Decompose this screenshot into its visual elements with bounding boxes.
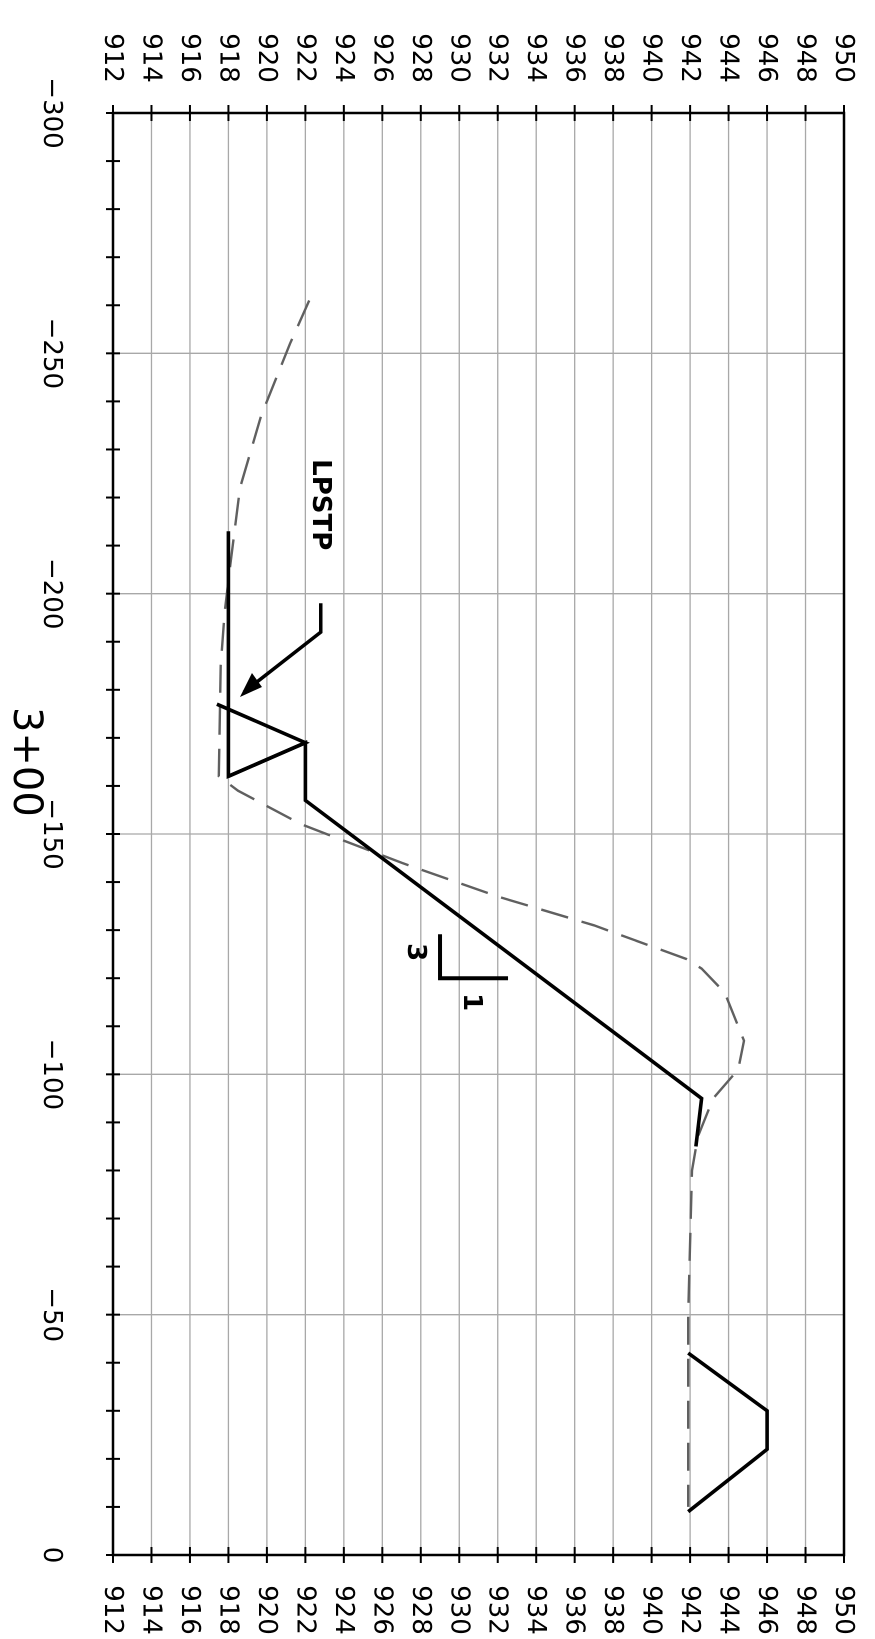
elevation-tick-label-top: 946 bbox=[752, 33, 782, 83]
elevation-tick-label-top: 942 bbox=[675, 33, 705, 83]
elevation-tick-label-top: 920 bbox=[252, 33, 282, 83]
station-label: 3+00 bbox=[4, 707, 50, 817]
proposed-section-line bbox=[216, 702, 310, 778]
axis-labels: 912 912 914 914 916 916 918 918 920 920 922 922 924 9… bbox=[37, 33, 859, 1635]
grid-lines bbox=[113, 113, 844, 1555]
elevation-tick-label-top: 916 bbox=[175, 33, 205, 83]
lpstp-annotation: LPSTP bbox=[239, 459, 336, 698]
existing-ground-line bbox=[217, 300, 746, 1507]
elevation-tick-label-bottom: 938 bbox=[598, 1585, 628, 1635]
lpstp-label: LPSTP bbox=[306, 459, 336, 550]
lpstp-arrow-head bbox=[239, 673, 262, 698]
elevation-tick-label-bottom: 916 bbox=[175, 1585, 205, 1635]
elevation-tick-label-bottom: 932 bbox=[483, 1585, 513, 1635]
elevation-tick-label-top: 928 bbox=[406, 33, 436, 83]
lpstp-leader-line bbox=[242, 603, 323, 694]
elevation-tick-label-bottom: 922 bbox=[290, 1585, 320, 1635]
elevation-tick-label-top: 934 bbox=[521, 33, 551, 83]
slope-rise-label: 1 bbox=[457, 993, 487, 1011]
elevation-tick-label-bottom: 926 bbox=[367, 1585, 397, 1635]
offset-tick-label: −250 bbox=[37, 318, 67, 389]
elevation-tick-label-bottom: 948 bbox=[791, 1585, 821, 1635]
elevation-tick-label-top: 922 bbox=[290, 33, 320, 83]
elevation-tick-label-bottom: 934 bbox=[521, 1585, 551, 1635]
elevation-tick-label-top: 948 bbox=[791, 33, 821, 83]
elevation-tick-label-bottom: 942 bbox=[675, 1585, 705, 1635]
elevation-tick-label-top: 950 bbox=[829, 33, 859, 83]
elevation-tick-label-top: 912 bbox=[98, 33, 128, 83]
elevation-tick-label-bottom: 940 bbox=[637, 1585, 667, 1635]
offset-tick-label: −150 bbox=[37, 798, 67, 869]
offset-tick-label: 0 bbox=[37, 1547, 67, 1564]
elevation-tick-label-bottom: 946 bbox=[752, 1585, 782, 1635]
axis-ticks bbox=[106, 105, 845, 1563]
profile-lines bbox=[216, 300, 769, 1514]
elevation-tick-label-bottom: 918 bbox=[213, 1585, 243, 1635]
slope-run-label: 3 bbox=[401, 943, 431, 961]
elevation-tick-label-top: 926 bbox=[367, 33, 397, 83]
elevation-tick-label-bottom: 944 bbox=[714, 1585, 744, 1635]
elevation-tick-label-bottom: 920 bbox=[252, 1585, 282, 1635]
elevation-tick-label-top: 930 bbox=[444, 33, 474, 83]
offset-tick-label: −200 bbox=[37, 558, 67, 629]
elevation-tick-label-bottom: 914 bbox=[136, 1585, 166, 1635]
slope-symbol-bracket bbox=[438, 934, 509, 981]
elevation-tick-label-top: 918 bbox=[213, 33, 243, 83]
elevation-tick-label-top: 938 bbox=[598, 33, 628, 83]
elevation-tick-label-top: 914 bbox=[136, 33, 166, 83]
elevation-tick-label-bottom: 924 bbox=[329, 1585, 359, 1635]
offset-tick-label: −100 bbox=[37, 1039, 67, 1110]
elevation-tick-label-bottom: 936 bbox=[560, 1585, 590, 1635]
elevation-tick-label-bottom: 928 bbox=[406, 1585, 436, 1635]
offset-tick-label: −300 bbox=[37, 77, 67, 148]
proposed-section-line bbox=[226, 531, 704, 1147]
elevation-tick-label-bottom: 950 bbox=[829, 1585, 859, 1635]
elevation-tick-label-bottom: 912 bbox=[98, 1585, 128, 1635]
elevation-tick-label-bottom: 930 bbox=[444, 1585, 474, 1635]
elevation-tick-label-top: 936 bbox=[560, 33, 590, 83]
elevation-tick-label-top: 924 bbox=[329, 33, 359, 83]
offset-tick-label: −50 bbox=[37, 1287, 67, 1342]
slope-symbol: 31 bbox=[401, 934, 509, 1011]
proposed-section-line bbox=[687, 1351, 769, 1514]
elevation-tick-label-top: 940 bbox=[637, 33, 667, 83]
elevation-tick-label-top: 944 bbox=[714, 33, 744, 83]
elevation-tick-label-top: 932 bbox=[483, 33, 513, 83]
